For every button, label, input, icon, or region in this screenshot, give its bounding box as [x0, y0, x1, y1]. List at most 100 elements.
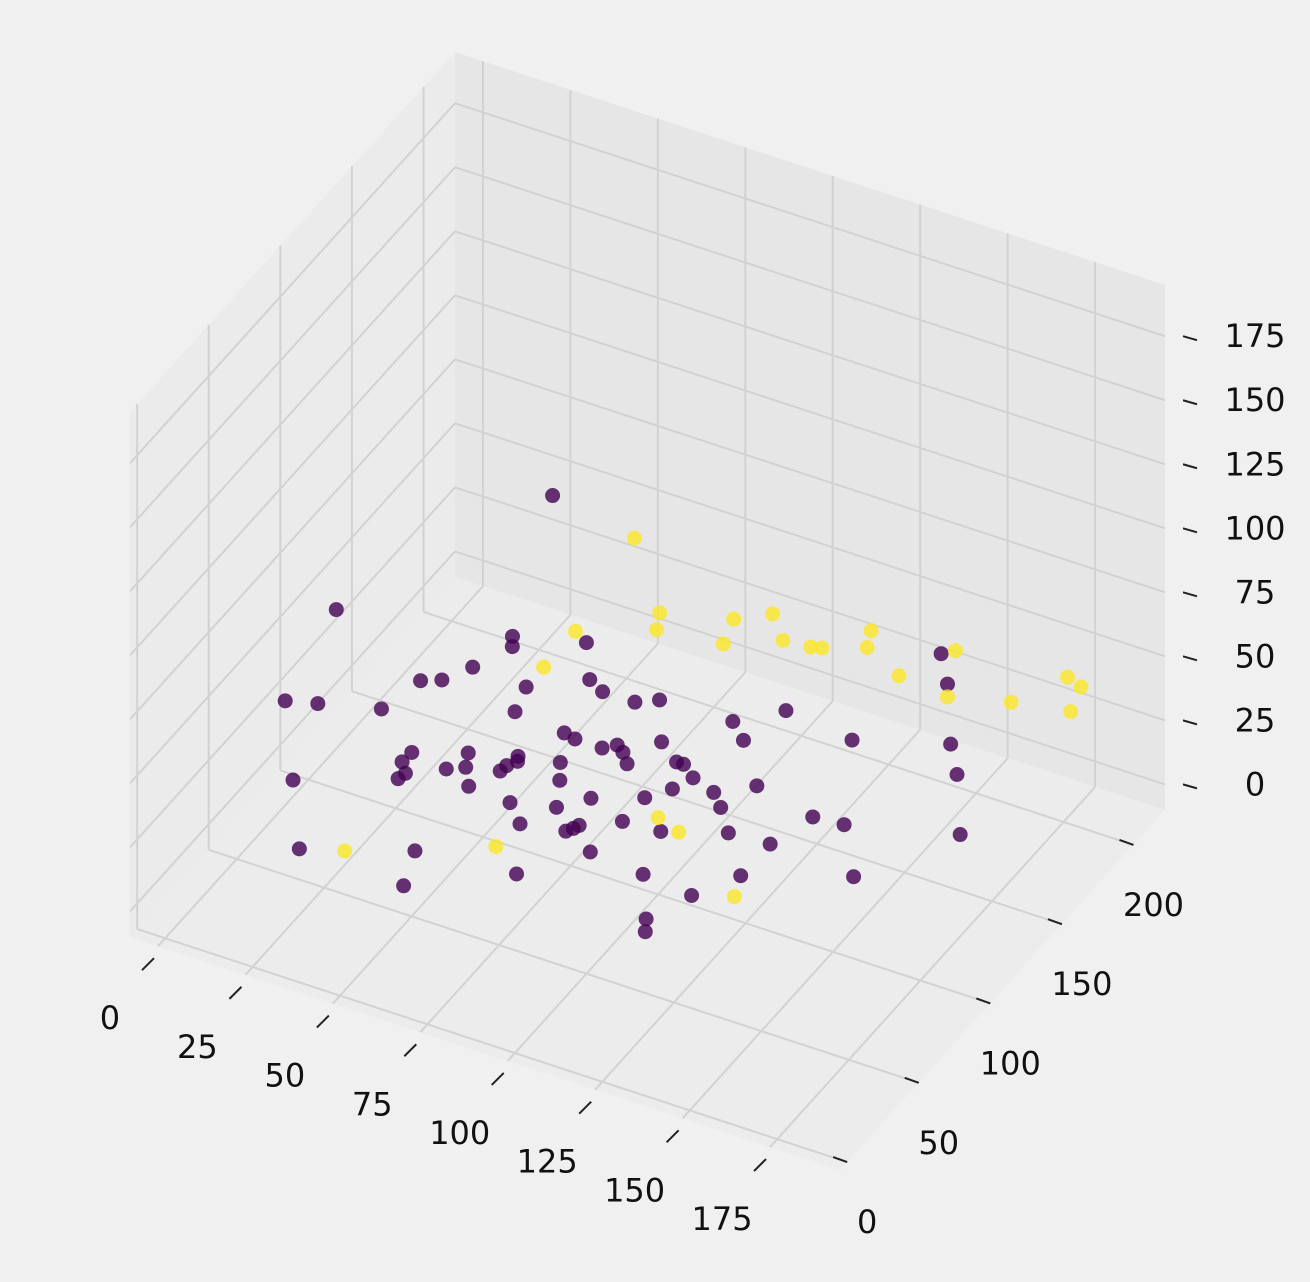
grid-line: [129, 422, 456, 785]
y-tick-label: 150: [1051, 965, 1112, 1003]
point: [733, 868, 749, 884]
point: [775, 632, 791, 648]
z-tick-label: 175: [1224, 317, 1285, 355]
z-tick-label: 100: [1224, 509, 1285, 547]
point: [650, 810, 666, 826]
point: [518, 679, 534, 695]
point: [653, 823, 669, 839]
point: [891, 668, 907, 684]
point: [725, 713, 741, 729]
point: [571, 817, 587, 833]
point: [713, 800, 729, 816]
point: [637, 924, 653, 940]
point: [614, 813, 630, 829]
point: [859, 639, 875, 655]
point: [637, 790, 653, 806]
y-tick-label: 0: [857, 1203, 877, 1241]
point: [949, 767, 965, 783]
point: [836, 817, 852, 833]
grid-line: [157, 585, 484, 947]
y-tick: [904, 1076, 920, 1084]
point: [548, 799, 564, 815]
grid-line: [769, 786, 1096, 1148]
grid-line: [594, 728, 921, 1091]
grid-line: [129, 358, 456, 720]
point: [844, 732, 860, 748]
point: [460, 745, 476, 761]
z-tick: [1182, 719, 1198, 726]
point: [465, 659, 481, 675]
point: [394, 754, 410, 770]
point: [762, 836, 778, 852]
x-tick-label: 50: [264, 1057, 305, 1095]
x-tick: [403, 1043, 418, 1057]
point: [952, 827, 968, 843]
point: [499, 758, 515, 774]
point: [536, 659, 552, 675]
grid-line: [129, 230, 456, 592]
point: [291, 841, 307, 857]
x-tick-label: 150: [604, 1171, 665, 1209]
grid-line: [454, 358, 1166, 594]
grid-line: [454, 294, 1166, 530]
y-tick: [1119, 838, 1134, 846]
y-tick-label: 50: [918, 1124, 959, 1162]
grid-line: [129, 166, 456, 528]
point: [504, 639, 520, 655]
x-tick-label: 100: [429, 1114, 490, 1152]
point: [277, 693, 293, 709]
x-tick: [491, 1072, 505, 1086]
x-tick-label: 175: [692, 1200, 753, 1238]
point: [512, 816, 528, 832]
grid-line: [129, 486, 456, 849]
point: [749, 778, 765, 794]
point: [765, 606, 781, 622]
point: [509, 866, 525, 882]
point: [507, 704, 523, 720]
point: [664, 781, 680, 797]
z-tick-label: 125: [1224, 445, 1285, 483]
point: [626, 530, 642, 546]
grid-line: [244, 614, 572, 976]
point: [1073, 679, 1089, 695]
point: [434, 672, 450, 688]
x-tick-label: 75: [352, 1085, 393, 1123]
point: [545, 488, 561, 504]
point: [863, 623, 879, 639]
x-tick: [228, 986, 243, 1000]
point: [939, 676, 955, 692]
grid-line: [280, 769, 991, 1005]
point: [552, 754, 568, 770]
point: [337, 843, 353, 859]
left-pane: [130, 52, 455, 937]
point: [652, 692, 668, 708]
grid-line: [454, 102, 1166, 338]
point: [684, 888, 700, 904]
x-tick: [316, 1014, 330, 1029]
grid-line: [454, 422, 1166, 658]
point: [310, 696, 326, 712]
point: [615, 744, 631, 760]
point: [726, 889, 742, 905]
point: [390, 771, 406, 787]
point: [396, 878, 412, 894]
grid-line: [129, 294, 456, 656]
x-tick-label: 25: [177, 1028, 218, 1066]
grid-line: [208, 848, 920, 1084]
point: [735, 732, 751, 748]
point: [488, 839, 504, 855]
grid-line: [332, 642, 659, 1005]
x-tick: [753, 1158, 767, 1172]
grid-line: [129, 102, 456, 464]
x-tick-label: 125: [517, 1143, 578, 1181]
point: [715, 636, 731, 652]
x-tick-label: 0: [100, 999, 120, 1037]
point: [438, 761, 454, 777]
x-tick: [141, 957, 155, 971]
z-tick: [1182, 527, 1198, 534]
point: [627, 694, 643, 710]
grid-line: [129, 550, 456, 913]
point: [671, 824, 687, 840]
point: [720, 825, 736, 841]
grid-line: [454, 166, 1166, 402]
